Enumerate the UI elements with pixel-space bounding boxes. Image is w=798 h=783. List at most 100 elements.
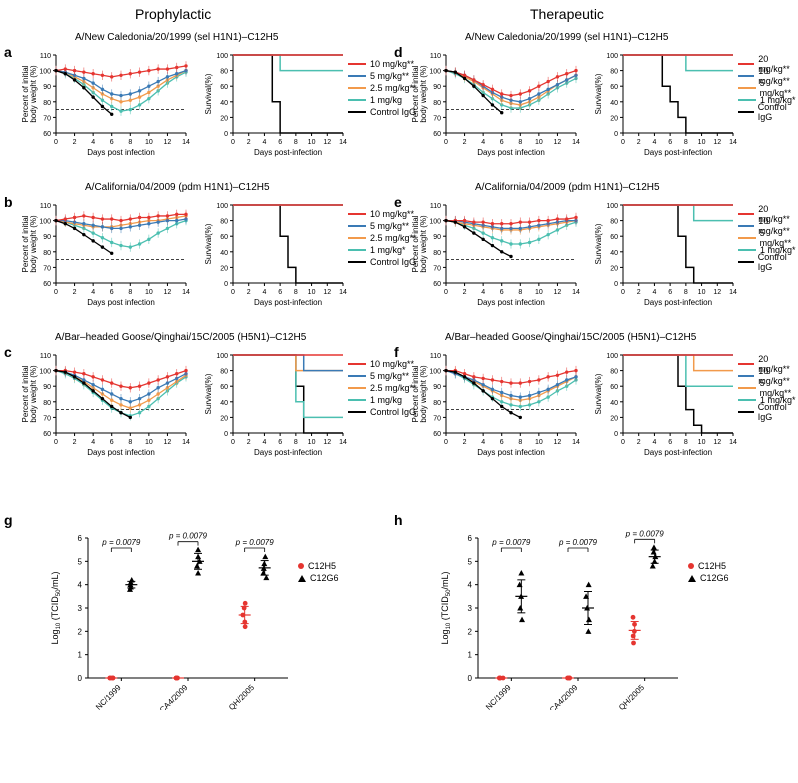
column-header-therapeutic: Therapeutic xyxy=(530,6,604,22)
svg-text:6: 6 xyxy=(668,439,672,446)
svg-text:2: 2 xyxy=(247,439,251,446)
svg-text:Survival(%): Survival(%) xyxy=(204,73,213,114)
svg-text:8: 8 xyxy=(518,139,522,146)
svg-text:4: 4 xyxy=(652,139,656,146)
svg-text:4: 4 xyxy=(468,581,473,590)
svg-text:100: 100 xyxy=(606,203,618,210)
legend-swatch xyxy=(738,387,756,389)
svg-text:Log10 (TCID50/mL): Log10 (TCID50/mL) xyxy=(440,572,452,645)
svg-text:0: 0 xyxy=(54,139,58,146)
legend-item: 10 mg/kg** xyxy=(348,58,417,70)
svg-text:8: 8 xyxy=(128,139,132,146)
legend-item: Control IgG xyxy=(348,106,417,118)
svg-text:6: 6 xyxy=(110,439,114,446)
svg-text:20: 20 xyxy=(610,115,618,122)
svg-text:0: 0 xyxy=(224,131,228,138)
svg-text:14: 14 xyxy=(572,139,580,146)
svg-text:110: 110 xyxy=(40,53,51,60)
svg-text:4: 4 xyxy=(481,289,485,296)
svg-text:80: 80 xyxy=(610,219,618,226)
svg-text:6: 6 xyxy=(278,139,282,146)
svg-text:10: 10 xyxy=(535,139,543,146)
legend-item: C12G6 xyxy=(298,572,339,584)
svg-text:3: 3 xyxy=(468,604,473,613)
svg-text:10: 10 xyxy=(308,289,316,296)
svg-text:Days post infection: Days post infection xyxy=(477,448,545,457)
svg-text:100: 100 xyxy=(39,69,51,76)
svg-text:6: 6 xyxy=(110,289,114,296)
legend-triangle-icon xyxy=(688,575,696,582)
legend: 20 mg/kg**10 mg/kg**5 mg/kg**1 mg/kg*Con… xyxy=(738,58,798,118)
svg-text:Days post-infection: Days post-infection xyxy=(254,148,322,157)
svg-text:60: 60 xyxy=(220,234,228,241)
svg-text:4: 4 xyxy=(481,139,485,146)
svg-text:6: 6 xyxy=(668,139,672,146)
svg-text:60: 60 xyxy=(610,384,618,391)
legend-label: 5 mg/kg** xyxy=(370,71,409,81)
svg-text:Survival(%): Survival(%) xyxy=(594,373,603,414)
legend-swatch xyxy=(348,399,366,401)
svg-text:60: 60 xyxy=(610,234,618,241)
svg-text:2: 2 xyxy=(73,139,77,146)
svg-text:6: 6 xyxy=(468,534,473,543)
svg-text:NC/1999: NC/1999 xyxy=(94,683,123,710)
svg-text:0: 0 xyxy=(231,139,235,146)
svg-text:10: 10 xyxy=(698,289,706,296)
svg-text:60: 60 xyxy=(433,431,441,438)
svg-text:QH/2005: QH/2005 xyxy=(227,683,256,710)
strain-e: A/California/04/2009 (pdm H1N1)–C12H5 xyxy=(475,182,660,193)
svg-text:4: 4 xyxy=(91,289,95,296)
svg-text:0: 0 xyxy=(621,139,625,146)
svg-text:body weight (%): body weight (%) xyxy=(419,365,428,423)
svg-text:p = 0.0079: p = 0.0079 xyxy=(491,538,531,547)
svg-text:2: 2 xyxy=(637,139,641,146)
svg-text:Survival(%): Survival(%) xyxy=(594,73,603,114)
legend-swatch xyxy=(738,75,754,77)
svg-text:1: 1 xyxy=(78,651,83,660)
svg-text:CA4/2009: CA4/2009 xyxy=(158,683,190,710)
panel-letter-h: h xyxy=(394,512,403,528)
legend-item: C12H5 xyxy=(298,560,339,572)
legend-swatch xyxy=(348,213,366,215)
svg-text:100: 100 xyxy=(216,203,228,210)
svg-text:14: 14 xyxy=(729,439,737,446)
legend-swatch xyxy=(738,249,756,251)
svg-text:Days post-infection: Days post-infection xyxy=(254,298,322,307)
legend-swatch xyxy=(738,63,754,65)
legend-item: 2.5 mg/kg** xyxy=(348,382,417,394)
svg-text:2: 2 xyxy=(463,439,467,446)
svg-text:60: 60 xyxy=(43,281,51,288)
legend-item: 1 mg/kg* xyxy=(348,244,417,256)
svg-text:100: 100 xyxy=(606,353,618,360)
legend-item: 5 mg/kg** xyxy=(738,82,798,94)
panel-letter-f: f xyxy=(394,344,399,360)
legend-label: 5 mg/kg** xyxy=(370,371,409,381)
svg-text:5: 5 xyxy=(468,557,473,566)
svg-text:6: 6 xyxy=(78,534,83,543)
legend-swatch xyxy=(348,387,366,389)
legend-swatch xyxy=(348,375,366,377)
svg-text:0: 0 xyxy=(614,281,618,288)
svg-text:0: 0 xyxy=(224,281,228,288)
svg-text:100: 100 xyxy=(39,219,51,226)
svg-text:0: 0 xyxy=(54,439,58,446)
svg-text:Days post-infection: Days post-infection xyxy=(644,148,712,157)
svg-text:2: 2 xyxy=(463,289,467,296)
legend-label: C12G6 xyxy=(700,573,729,583)
svg-text:0: 0 xyxy=(231,439,235,446)
legend-swatch xyxy=(348,261,366,263)
svg-text:Log10 (TCID50/mL): Log10 (TCID50/mL) xyxy=(50,572,62,645)
legend-label: Control IgG xyxy=(758,402,798,422)
legend-item: 2.5 mg/kg** xyxy=(348,82,417,94)
svg-text:8: 8 xyxy=(518,289,522,296)
svg-text:14: 14 xyxy=(339,439,347,446)
svg-text:60: 60 xyxy=(433,281,441,288)
legend: 20 mg/kg**10 mg/kg**5 mg/kg**1 mg/kg*Con… xyxy=(738,208,798,268)
svg-text:60: 60 xyxy=(220,384,228,391)
svg-text:Survival(%): Survival(%) xyxy=(594,223,603,264)
svg-text:90: 90 xyxy=(433,384,441,391)
panel-letter-c: c xyxy=(4,344,12,360)
svg-text:6: 6 xyxy=(278,439,282,446)
svg-text:14: 14 xyxy=(182,439,190,446)
strain-d: A/New Caledonia/20/1999 (sel H1N1)–C12H5 xyxy=(465,32,668,43)
